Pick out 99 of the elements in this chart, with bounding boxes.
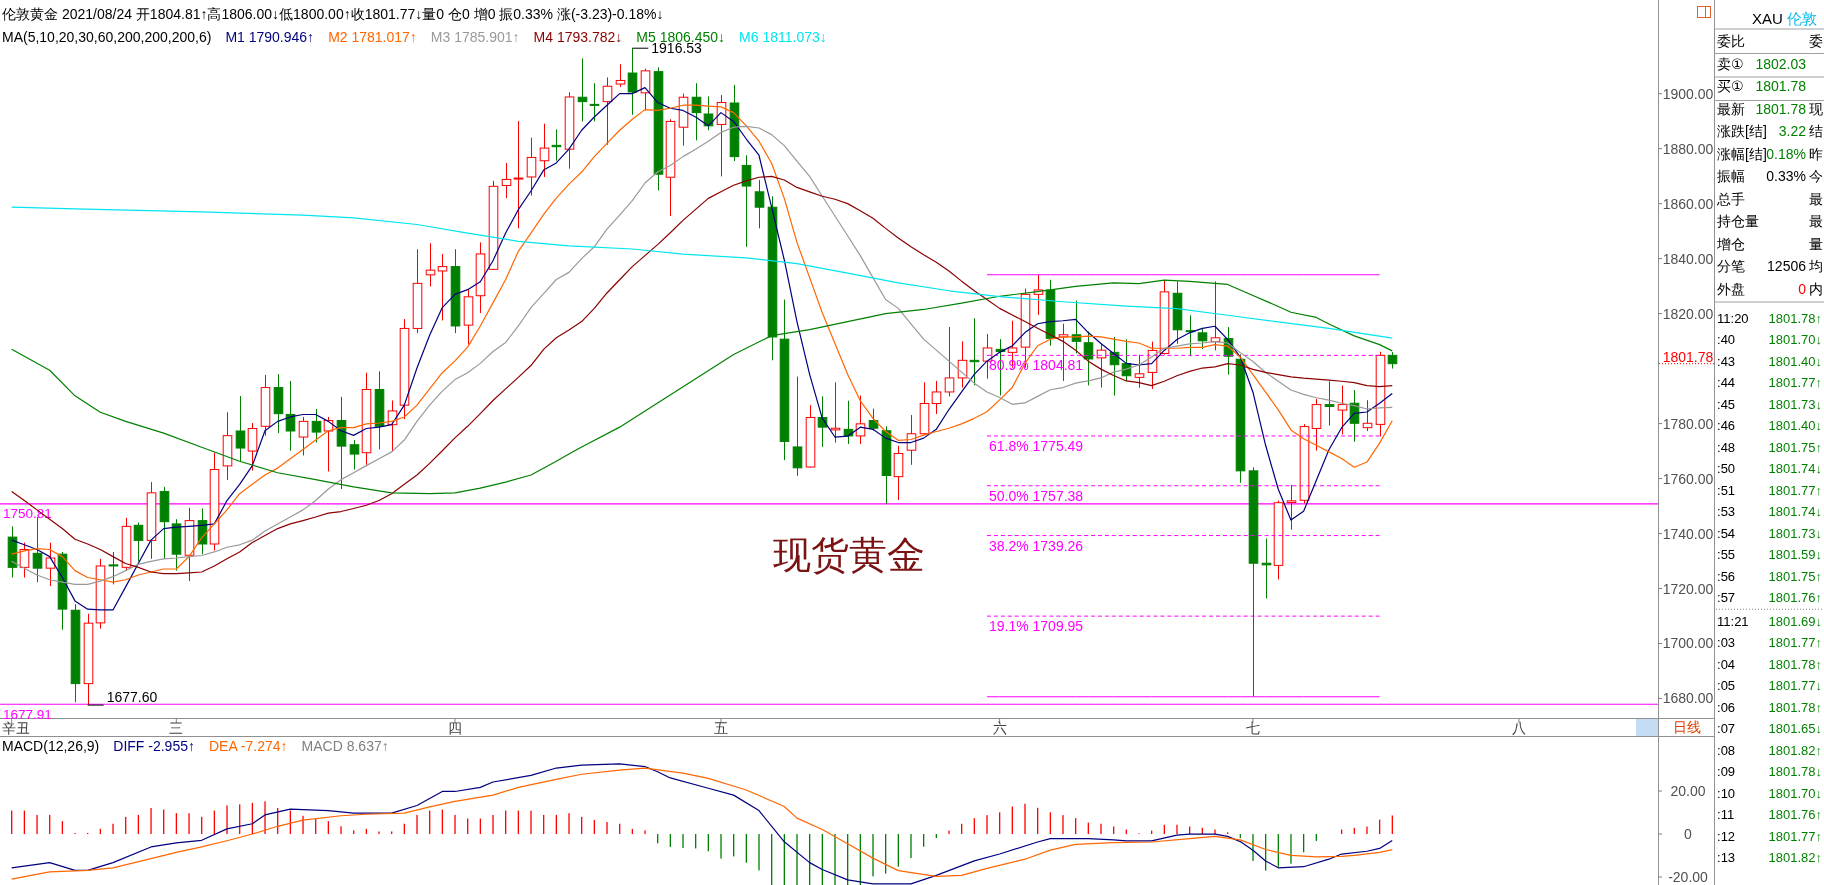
text: :56 1801.75↑ — [1717, 568, 1823, 584]
category-label: 分笔 — [1717, 258, 1745, 274]
category-label: 委比 — [1717, 33, 1745, 49]
text: 0.18% — [1766, 145, 1806, 162]
text: M6 1811.073↓ — [739, 29, 827, 45]
text: XAU 伦敦 — [1752, 9, 1818, 27]
y-tick-label: 1880.00 — [1662, 140, 1714, 157]
category-label: 振幅 — [1717, 168, 1745, 184]
text: :50 1801.74↓ — [1717, 461, 1823, 476]
category-label: 最 — [1809, 213, 1823, 229]
text: M4 1793.782↓ — [533, 29, 623, 45]
x-tick-label: 六 — [992, 719, 1007, 736]
category-label: 增仓 — [1716, 235, 1745, 252]
text: :05 1801.77↓ — [1717, 678, 1823, 693]
category-label: 总手 — [1716, 190, 1745, 207]
category-label: 内 — [1809, 280, 1823, 297]
x-tick-label: 三 — [169, 719, 184, 736]
y-tick-label: 20.00 — [1670, 783, 1706, 800]
category-label: 现 — [1809, 100, 1823, 117]
category-label: 持仓量 — [1717, 213, 1759, 229]
y-tick-label: 1780.00 — [1662, 415, 1714, 432]
annotation: 1677.60 — [106, 689, 158, 706]
category-label: 今 — [1809, 168, 1823, 184]
text: :10 1801.70↓ — [1717, 785, 1823, 801]
text: 11:20 1801.78↑ — [1717, 310, 1823, 326]
text: 12506 — [1767, 258, 1806, 274]
text: :44 1801.77↑ — [1717, 375, 1823, 390]
text: :46 1801.40↓ — [1717, 418, 1823, 433]
series-label: 50.0% 1757.38 — [988, 487, 1084, 504]
y-tick-label: 1820.00 — [1662, 305, 1714, 322]
y-tick-label: 1900.00 — [1662, 85, 1714, 102]
series-label: 61.8% 1775.49 — [988, 437, 1084, 454]
category-label: 外盘 — [1717, 280, 1745, 297]
category-label: 昨 — [1809, 145, 1823, 162]
text: :45 1801.73↓ — [1717, 396, 1823, 412]
series-label: 38.2% 1739.26 — [988, 537, 1084, 554]
series-label: 19.1% 1709.95 — [988, 618, 1084, 635]
category-label: 买① — [1717, 78, 1744, 94]
text: M5 1806.450↓ — [636, 29, 726, 45]
text: DIFF -2.955↑ — [113, 738, 195, 754]
y-tick-label: 1700.00 — [1662, 635, 1714, 652]
text: :08 1801.82↑ — [1717, 742, 1823, 758]
text: :11 1801.76↑ — [1717, 807, 1823, 822]
x-tick-label: 八 — [1511, 719, 1526, 736]
category-label: 量 — [1809, 235, 1823, 252]
y-tick-label: 1860.00 — [1662, 195, 1714, 212]
text: 1801.78 — [1755, 100, 1806, 117]
category-label: 涨跌[结] — [1717, 123, 1767, 139]
text: :06 1801.78↑ — [1717, 699, 1823, 715]
legend-title: MA(5,10,20,30,60,200,200,200,6) — [2, 29, 212, 45]
text: M1 1790.946↑ — [225, 29, 315, 45]
text: :12 1801.77↑ — [1717, 828, 1823, 844]
y-tick-label: 1680.00 — [1662, 690, 1714, 707]
text: DEA -7.274↑ — [208, 738, 288, 754]
category-label: 最新 — [1717, 100, 1745, 117]
category-label: 委 — [1809, 33, 1823, 49]
text: :48 1801.75↑ — [1717, 439, 1823, 455]
text: 日线 — [1673, 719, 1701, 735]
text: 11:21 1801.69↓ — [1717, 613, 1823, 629]
annotation: MACD 8.637↑ — [301, 738, 389, 754]
y-tick-label: 0 — [1684, 826, 1693, 843]
category-label: 卖① — [1717, 55, 1744, 72]
text: :07 1801.65↓ — [1717, 721, 1823, 736]
text: 1802.03 — [1755, 55, 1806, 72]
text: :53 1801.74↓ — [1717, 504, 1823, 519]
text: :03 1801.77↑ — [1717, 635, 1823, 650]
text: :04 1801.78↑ — [1717, 656, 1823, 672]
y-tick-label: 1740.00 — [1662, 525, 1714, 542]
text: :51 1801.77↑ — [1717, 482, 1823, 498]
text: :54 1801.73↓ — [1717, 525, 1823, 541]
text: :43 1801.40↓ — [1717, 353, 1823, 369]
ref-line-label: 1801.78 — [1662, 348, 1714, 365]
text: M2 1781.017↑ — [328, 29, 417, 45]
legend-title: MACD(12,26,9) — [2, 738, 100, 754]
category-label: 均 — [1809, 258, 1823, 274]
chart-title: 伦敦黄金 2021/08/24 开1804.81↑高1806.00↓低1800.00↑收1801.77↓量0 仓0 增0 振0.33% 涨(-3.23)-0.18%↓ — [2, 6, 664, 22]
y-tick-label: 1840.00 — [1662, 250, 1714, 267]
text: :13 1801.82↑ — [1717, 850, 1823, 865]
y-tick-label: 1720.00 — [1662, 580, 1714, 597]
text: :40 1801.70↓ — [1717, 332, 1823, 347]
text: :55 1801.59↓ — [1717, 547, 1823, 562]
text: 0 — [1798, 280, 1806, 297]
x-tick-label: 五 — [713, 719, 728, 736]
annotation: 现货黄金 — [773, 534, 925, 576]
x-tick-label: 四 — [447, 719, 462, 736]
category-label: 最 — [1809, 190, 1823, 207]
y-tick-label: -20.00 — [1668, 869, 1709, 885]
text: 3.22 — [1778, 123, 1806, 139]
text: :57 1801.76↑ — [1717, 590, 1823, 605]
category-label: 涨幅[结] — [1717, 145, 1767, 162]
text: 1801.78 — [1755, 78, 1806, 94]
x-tick-label: 辛丑 — [2, 719, 30, 736]
text: 0.33% — [1766, 168, 1806, 184]
text: :09 1801.78↓ — [1717, 764, 1823, 779]
ref-line-label: 1677.91 — [3, 706, 52, 722]
x-tick-label: 七 — [1245, 719, 1260, 736]
category-label: 结 — [1809, 123, 1823, 139]
y-tick-label: 1760.00 — [1662, 470, 1714, 487]
text: M3 1785.901↑ — [430, 29, 520, 45]
